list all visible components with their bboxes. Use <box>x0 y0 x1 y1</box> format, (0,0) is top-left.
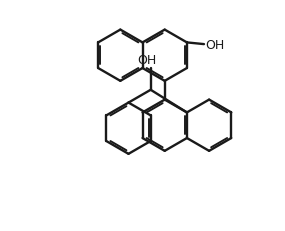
Text: OH: OH <box>138 54 157 67</box>
Text: OH: OH <box>206 38 225 51</box>
